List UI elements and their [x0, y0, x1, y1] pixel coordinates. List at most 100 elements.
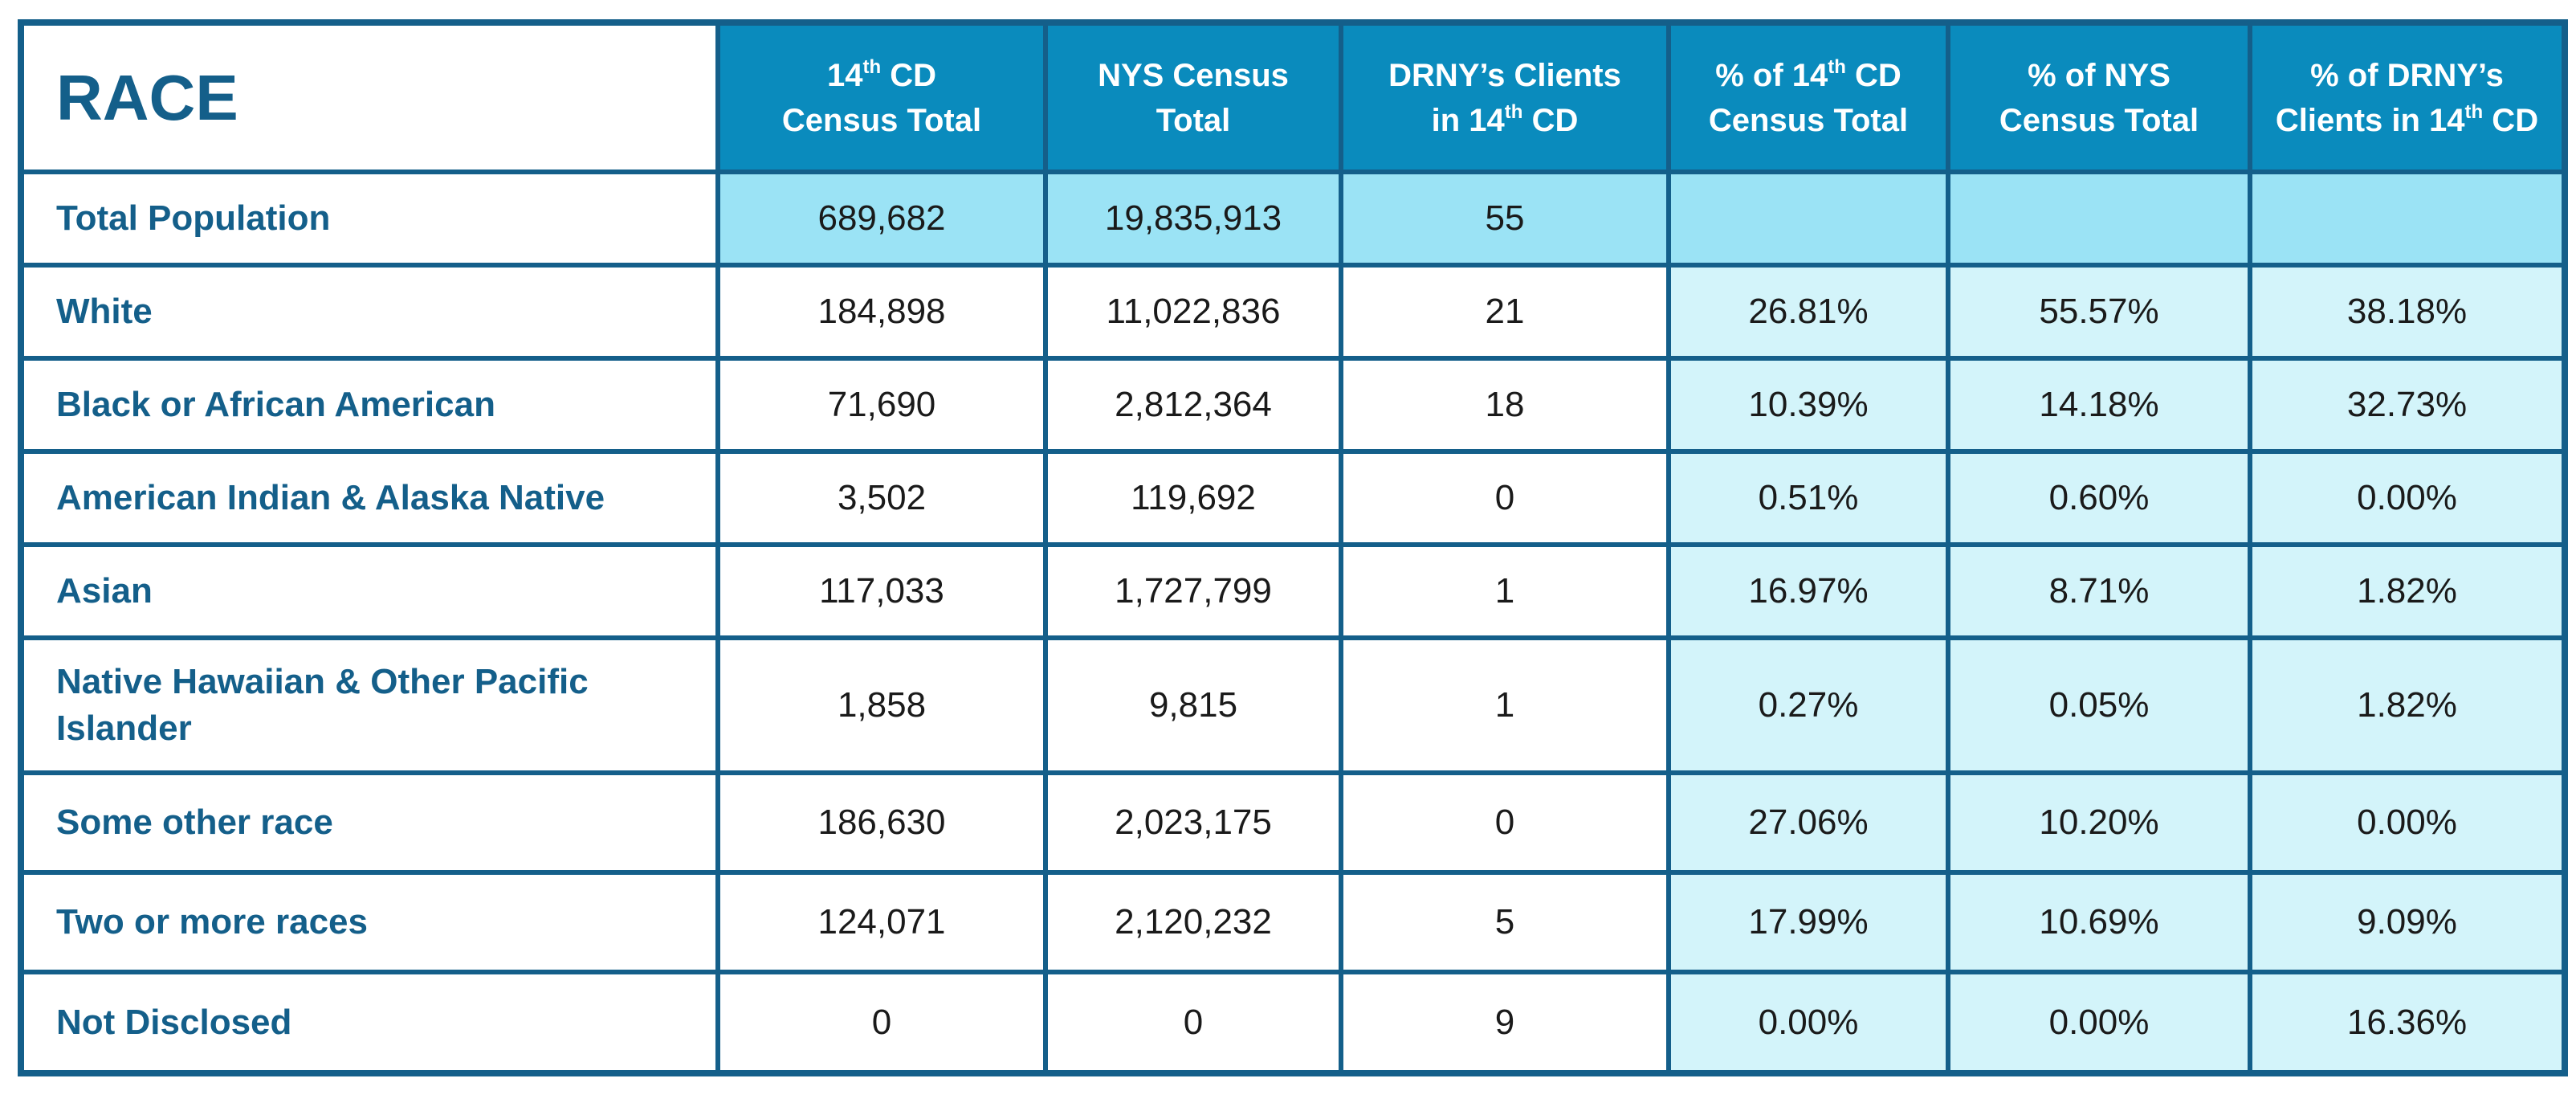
col-header-drny-clients: DRNY’s Clients in 14th CD	[1339, 20, 1671, 174]
cell-pct-clients: 9.09%	[2248, 870, 2567, 974]
cell-pct-nys: 10.20%	[1946, 770, 2252, 875]
col4-line1-sup: th	[1828, 55, 1846, 78]
cell-nys: 2,023,175	[1043, 770, 1343, 875]
col-header-nys-census-total: NYS Census Total	[1043, 20, 1343, 174]
row-label: Some other race	[18, 770, 720, 875]
cell-pct-nys: 0.60%	[1946, 449, 2252, 547]
cell-pct-cd14: 10.39%	[1666, 356, 1950, 454]
cell-nys: 0	[1043, 970, 1343, 1076]
cell-clients: 5	[1339, 870, 1671, 974]
cell-pct-cd14: 16.97%	[1666, 542, 1950, 640]
col4-line2: Census Total	[1708, 102, 1909, 138]
col6-line2-pre: Clients in 14	[2275, 102, 2465, 138]
cell-clients: 55	[1339, 170, 1671, 268]
cell-pct-clients: 16.36%	[2248, 970, 2567, 1076]
cell-cd14: 124,071	[715, 870, 1048, 974]
cell-cd14: 184,898	[715, 263, 1048, 361]
cell-pct-clients: 1.82%	[2248, 542, 2567, 640]
cell-pct-cd14: 0.51%	[1666, 449, 1950, 547]
col-header-pct-nys-census: % of NYS Census Total	[1946, 20, 2252, 174]
cell-nys: 19,835,913	[1043, 170, 1343, 268]
cell-clients: 18	[1339, 356, 1671, 454]
col2-line1: NYS Census	[1098, 57, 1289, 93]
col6-line2-sup: th	[2464, 100, 2484, 123]
col1-line2: Census Total	[781, 102, 982, 138]
col3-line2-sup: th	[1504, 100, 1523, 123]
col3-line2-pre: in 14	[1431, 102, 1505, 138]
cell-pct-cd14: 27.06%	[1666, 770, 1950, 875]
col-header-pct-drny-clients: % of DRNY’s Clients in 14th CD	[2248, 20, 2567, 174]
table-row-american-indian: American Indian & Alaska Native 3,502 11…	[18, 449, 2567, 547]
row-label: Asian	[18, 542, 720, 640]
row-label: American Indian & Alaska Native	[18, 449, 720, 547]
cell-nys: 9,815	[1043, 635, 1343, 775]
col6-line2-post: CD	[2483, 102, 2539, 138]
header-row: RACE 14th CD Census Total NYS Census Tot…	[18, 20, 2567, 174]
cell-clients: 1	[1339, 542, 1671, 640]
cell-cd14: 186,630	[715, 770, 1048, 875]
race-table: RACE 14th CD Census Total NYS Census Tot…	[18, 19, 2568, 1076]
cell-pct-cd14	[1666, 170, 1950, 268]
row-label: White	[18, 263, 720, 361]
cell-pct-cd14: 17.99%	[1666, 870, 1950, 974]
cell-nys: 1,727,799	[1043, 542, 1343, 640]
cell-clients: 9	[1339, 970, 1671, 1076]
row-label: Total Population	[18, 170, 720, 268]
cell-pct-nys: 0.05%	[1946, 635, 2252, 775]
cell-pct-cd14: 26.81%	[1666, 263, 1950, 361]
cell-pct-cd14: 0.00%	[1666, 970, 1950, 1076]
cell-pct-clients: 1.82%	[2248, 635, 2567, 775]
cell-nys: 2,120,232	[1043, 870, 1343, 974]
table-row-asian: Asian 117,033 1,727,799 1 16.97% 8.71% 1…	[18, 542, 2567, 640]
row-label: Black or African American	[18, 356, 720, 454]
cell-cd14: 3,502	[715, 449, 1048, 547]
table-row-total-population: Total Population 689,682 19,835,913 55	[18, 170, 2567, 268]
cell-cd14: 71,690	[715, 356, 1048, 454]
cell-clients: 21	[1339, 263, 1671, 361]
col4-line1-post: CD	[1845, 57, 1901, 93]
cell-clients: 0	[1339, 770, 1671, 875]
race-table-container: RACE 14th CD Census Total NYS Census Tot…	[18, 19, 2568, 1076]
row-label: Native Hawaiian & Other Pacific Islander	[18, 635, 720, 775]
cell-pct-clients: 32.73%	[2248, 356, 2567, 454]
cell-cd14: 689,682	[715, 170, 1048, 268]
col2-line2: Total	[1156, 102, 1231, 138]
col6-line1: % of DRNY’s	[2310, 57, 2504, 93]
cell-pct-nys: 8.71%	[1946, 542, 2252, 640]
cell-pct-clients: 38.18%	[2248, 263, 2567, 361]
cell-nys: 119,692	[1043, 449, 1343, 547]
col3-line1: DRNY’s Clients	[1388, 57, 1621, 93]
table-row-two-or-more: Two or more races 124,071 2,120,232 5 17…	[18, 870, 2567, 974]
cell-cd14: 117,033	[715, 542, 1048, 640]
cell-pct-nys: 14.18%	[1946, 356, 2252, 454]
table-row-white: White 184,898 11,022,836 21 26.81% 55.57…	[18, 263, 2567, 361]
table-row-not-disclosed: Not Disclosed 0 0 9 0.00% 0.00% 16.36%	[18, 970, 2567, 1076]
col3-line2-post: CD	[1522, 102, 1579, 138]
cell-clients: 1	[1339, 635, 1671, 775]
col1-line1-post: CD	[881, 57, 937, 93]
col5-line2: Census Total	[1999, 102, 2199, 138]
col-header-cd14-census-total: 14th CD Census Total	[715, 20, 1048, 174]
race-heading: RACE	[18, 20, 720, 174]
cell-cd14: 1,858	[715, 635, 1048, 775]
row-label: Not Disclosed	[18, 970, 720, 1076]
cell-nys: 11,022,836	[1043, 263, 1343, 361]
cell-pct-clients: 0.00%	[2248, 449, 2567, 547]
cell-cd14: 0	[715, 970, 1048, 1076]
table-row-native-hawaiian: Native Hawaiian & Other Pacific Islander…	[18, 635, 2567, 775]
table-row-some-other-race: Some other race 186,630 2,023,175 0 27.0…	[18, 770, 2567, 875]
table-row-black: Black or African American 71,690 2,812,3…	[18, 356, 2567, 454]
cell-pct-nys	[1946, 170, 2252, 268]
cell-pct-nys: 55.57%	[1946, 263, 2252, 361]
col1-line1-pre: 14	[826, 57, 863, 93]
cell-pct-nys: 10.69%	[1946, 870, 2252, 974]
cell-nys: 2,812,364	[1043, 356, 1343, 454]
cell-pct-cd14: 0.27%	[1666, 635, 1950, 775]
col4-line1-pre: % of 14	[1715, 57, 1828, 93]
cell-pct-clients	[2248, 170, 2567, 268]
cell-pct-clients: 0.00%	[2248, 770, 2567, 875]
col1-line1-sup: th	[862, 55, 882, 78]
col5-line1: % of NYS	[2028, 57, 2170, 93]
cell-pct-nys: 0.00%	[1946, 970, 2252, 1076]
cell-clients: 0	[1339, 449, 1671, 547]
